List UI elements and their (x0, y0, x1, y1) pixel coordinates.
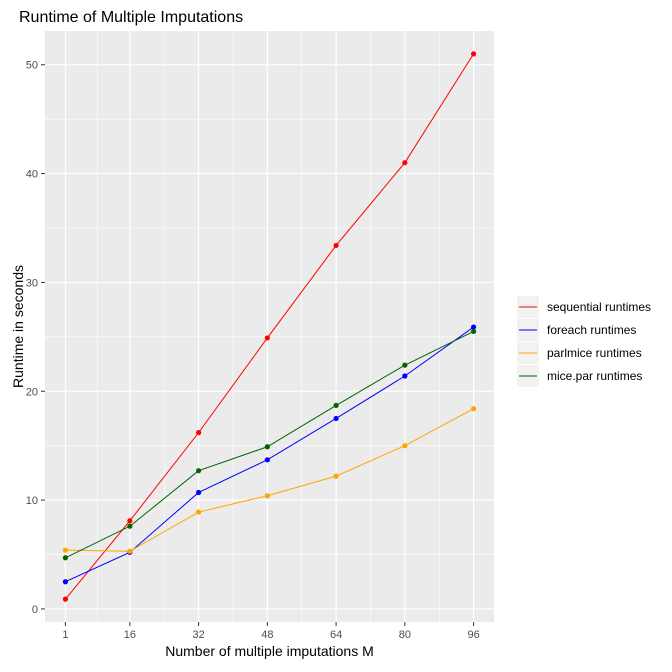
x-axis: 1 16 32 48 64 80 96 (62, 622, 480, 641)
legend-label: mice.par runtimes (547, 369, 642, 383)
data-point-3-5 (402, 362, 408, 368)
data-point-2-3 (264, 493, 270, 499)
data-point-0-6 (470, 51, 477, 57)
data-point-1-6 (470, 324, 477, 330)
data-point-2-0 (62, 547, 69, 553)
legend-label: parlmice runtimes (547, 346, 642, 360)
chart-title: Runtime of Multiple Imputations (19, 9, 243, 26)
x-tick-label: 32 (192, 629, 204, 641)
plot-panel (45, 31, 494, 622)
legend-label: foreach runtimes (547, 323, 636, 337)
data-point-1-2 (196, 489, 202, 496)
data-point-1-5 (402, 373, 408, 379)
x-tick-label: 80 (399, 629, 411, 641)
data-point-1-4 (333, 415, 339, 422)
legend-label: sequential runtimes (547, 300, 651, 314)
x-tick-label: 1 (62, 629, 68, 641)
x-tick-label: 64 (330, 629, 342, 641)
x-tick-label: 96 (467, 629, 479, 641)
data-point-0-4 (333, 242, 339, 249)
series-layer (62, 51, 477, 602)
data-point-3-4 (333, 402, 339, 409)
data-point-0-5 (402, 160, 408, 166)
y-tick-label: 50 (26, 60, 38, 72)
data-point-0-1 (127, 518, 133, 524)
data-point-1-0 (62, 579, 69, 585)
data-point-3-1 (127, 523, 133, 529)
data-point-3-6 (470, 328, 477, 334)
x-tick-label: 16 (124, 629, 136, 641)
data-point-2-4 (333, 473, 339, 479)
y-axis: 0 10 20 30 40 50 (26, 60, 45, 616)
y-tick-label: 10 (26, 495, 38, 507)
data-point-3-3 (264, 444, 270, 450)
data-point-2-5 (402, 443, 408, 449)
y-tick-label: 30 (26, 277, 38, 289)
data-point-3-0 (62, 555, 69, 561)
x-tick-label: 48 (261, 629, 273, 641)
data-point-0-2 (196, 430, 202, 436)
x-axis-title: Number of multiple imputations M (165, 643, 374, 659)
y-tick-label: 0 (32, 604, 38, 616)
data-point-2-6 (470, 406, 477, 412)
y-axis-title: Runtime in seconds (10, 265, 26, 388)
legend: sequential runtimes foreach runtimes parlm… (517, 295, 664, 389)
data-point-0-0 (62, 596, 69, 602)
data-point-0-3 (264, 335, 270, 341)
y-tick-label: 40 (26, 169, 38, 181)
legend-box (517, 295, 664, 389)
data-point-1-3 (264, 457, 270, 463)
data-point-3-2 (196, 468, 202, 474)
y-tick-label: 20 (26, 386, 38, 398)
data-point-2-2 (196, 509, 202, 515)
data-point-2-1 (127, 548, 133, 554)
